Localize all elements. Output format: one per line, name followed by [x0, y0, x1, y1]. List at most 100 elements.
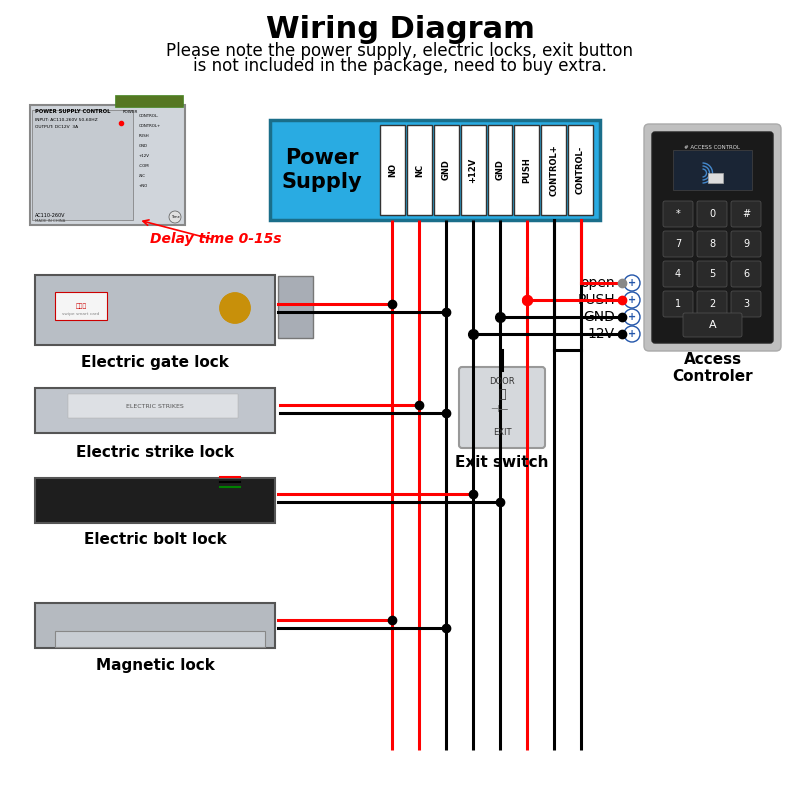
- FancyBboxPatch shape: [652, 132, 773, 343]
- Text: 12V: 12V: [588, 327, 615, 341]
- Text: Power
Supply: Power Supply: [282, 149, 362, 192]
- Text: #: #: [742, 209, 750, 219]
- Text: 2: 2: [709, 299, 715, 309]
- Text: 5: 5: [709, 269, 715, 279]
- Bar: [35, 275, 275, 345]
- Bar: [434, 125, 458, 215]
- Text: CONTROL-: CONTROL-: [576, 146, 585, 194]
- Text: POWER: POWER: [123, 110, 138, 114]
- FancyBboxPatch shape: [644, 124, 781, 351]
- Bar: [32, 110, 133, 220]
- Bar: [380, 125, 405, 215]
- Text: 9: 9: [743, 239, 749, 249]
- FancyBboxPatch shape: [731, 231, 761, 257]
- Bar: [35, 478, 275, 522]
- Text: CONTROL+: CONTROL+: [138, 124, 161, 128]
- Circle shape: [624, 275, 640, 291]
- Text: Wiring Diagram: Wiring Diagram: [266, 15, 534, 44]
- Circle shape: [624, 309, 640, 325]
- FancyBboxPatch shape: [697, 231, 727, 257]
- Bar: [35, 387, 275, 433]
- Text: DOOR: DOOR: [489, 377, 515, 386]
- Text: swipe smart card: swipe smart card: [62, 312, 100, 316]
- FancyBboxPatch shape: [663, 291, 693, 317]
- Text: A: A: [709, 320, 716, 330]
- Text: -COM: -COM: [138, 164, 149, 168]
- Bar: [514, 125, 539, 215]
- Circle shape: [624, 326, 640, 342]
- Text: -NC: -NC: [138, 174, 146, 178]
- Bar: [568, 125, 593, 215]
- Bar: [115, 95, 183, 107]
- Text: GND: GND: [495, 159, 505, 181]
- Bar: [278, 276, 313, 338]
- Bar: [35, 602, 275, 647]
- Text: MADE IN CHINA: MADE IN CHINA: [35, 219, 66, 223]
- Bar: [707, 173, 722, 183]
- Text: +12V: +12V: [469, 158, 478, 182]
- FancyBboxPatch shape: [731, 201, 761, 227]
- Text: OUTPUT: DC12V  3A: OUTPUT: DC12V 3A: [35, 125, 78, 129]
- Text: AC110-260V: AC110-260V: [35, 213, 66, 218]
- Bar: [461, 125, 486, 215]
- Circle shape: [624, 292, 640, 308]
- Bar: [407, 125, 432, 215]
- Text: ELECTRIC STRIKES: ELECTRIC STRIKES: [126, 403, 184, 409]
- Text: PUSH: PUSH: [578, 293, 615, 307]
- Bar: [487, 125, 512, 215]
- Bar: [68, 394, 238, 418]
- Text: POWER SUPPLY CONTROL: POWER SUPPLY CONTROL: [35, 109, 110, 114]
- Text: Exit switch: Exit switch: [455, 455, 549, 470]
- FancyBboxPatch shape: [697, 291, 727, 317]
- Text: Electric strike lock: Electric strike lock: [76, 445, 234, 460]
- FancyBboxPatch shape: [30, 105, 185, 225]
- Text: 4: 4: [675, 269, 681, 279]
- Text: *: *: [676, 209, 680, 219]
- Text: is not included in the package, need to buy extra.: is not included in the package, need to …: [193, 57, 607, 75]
- Text: 请刷卡: 请刷卡: [75, 303, 86, 309]
- Text: Electric bolt lock: Electric bolt lock: [84, 532, 226, 547]
- Text: Magnetic lock: Magnetic lock: [95, 658, 214, 673]
- Text: +: +: [628, 312, 636, 322]
- FancyBboxPatch shape: [663, 261, 693, 287]
- Text: 🗝: 🗝: [498, 388, 506, 401]
- Text: Access
Controler: Access Controler: [672, 352, 753, 384]
- Bar: [673, 150, 752, 190]
- Text: Electric gate lock: Electric gate lock: [81, 355, 229, 370]
- Text: CONTROL+: CONTROL+: [549, 144, 558, 196]
- Text: +: +: [628, 278, 636, 288]
- FancyBboxPatch shape: [683, 313, 742, 337]
- FancyBboxPatch shape: [697, 201, 727, 227]
- Text: Please note the power supply, electric locks, exit button: Please note the power supply, electric l…: [166, 42, 634, 60]
- FancyBboxPatch shape: [663, 231, 693, 257]
- Circle shape: [169, 211, 181, 223]
- Bar: [542, 125, 566, 215]
- FancyBboxPatch shape: [459, 367, 545, 448]
- Text: CONTROL-: CONTROL-: [138, 114, 158, 118]
- FancyBboxPatch shape: [663, 201, 693, 227]
- FancyBboxPatch shape: [731, 261, 761, 287]
- Text: PUSH: PUSH: [522, 157, 531, 183]
- Text: NC: NC: [415, 163, 424, 177]
- Text: NO: NO: [388, 163, 397, 177]
- Text: +: +: [628, 329, 636, 339]
- Text: 6: 6: [743, 269, 749, 279]
- Text: INPUT: AC110-260V 50-60HZ: INPUT: AC110-260V 50-60HZ: [35, 118, 98, 122]
- Text: ⊣—: ⊣—: [490, 404, 508, 414]
- Text: EXIT: EXIT: [493, 428, 511, 437]
- Bar: [270, 120, 600, 220]
- Text: GND: GND: [442, 159, 450, 181]
- Circle shape: [220, 293, 250, 323]
- Text: +NO: +NO: [138, 184, 148, 188]
- Text: 7: 7: [675, 239, 681, 249]
- Circle shape: [220, 293, 250, 323]
- FancyBboxPatch shape: [697, 261, 727, 287]
- FancyBboxPatch shape: [731, 291, 761, 317]
- Text: Delay time 0-15s: Delay time 0-15s: [150, 232, 282, 246]
- Text: GND: GND: [583, 310, 615, 324]
- Text: +: +: [628, 295, 636, 305]
- Text: 0: 0: [709, 209, 715, 219]
- Text: # ACCESS CONTROL: # ACCESS CONTROL: [685, 145, 741, 150]
- Text: 3: 3: [743, 299, 749, 309]
- Text: PUSH: PUSH: [138, 134, 149, 138]
